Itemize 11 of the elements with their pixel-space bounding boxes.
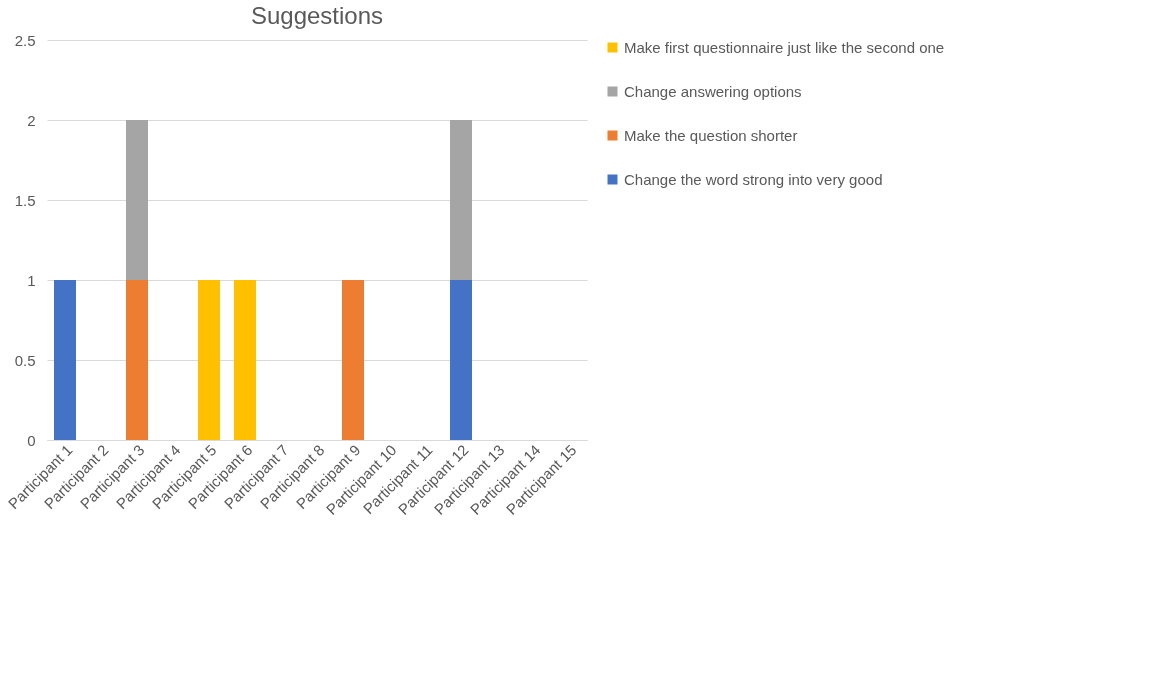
legend-label: Change answering options: [624, 82, 802, 100]
y-tick-label: 1: [27, 271, 36, 289]
y-tick-label: 1.5: [14, 191, 36, 209]
y-tick-label: 0: [27, 431, 36, 449]
legend-label: Make first questionnaire just like the second one: [624, 38, 945, 56]
legend-label: Change the word strong into very good: [624, 170, 883, 188]
chart-title: Suggestions: [250, 2, 384, 29]
y-tick-label: 2: [27, 111, 36, 129]
y-tick-label: 2.5: [14, 31, 36, 49]
legend-label: Make the question shorter: [624, 126, 798, 144]
y-tick-label: 0.5: [14, 351, 36, 369]
